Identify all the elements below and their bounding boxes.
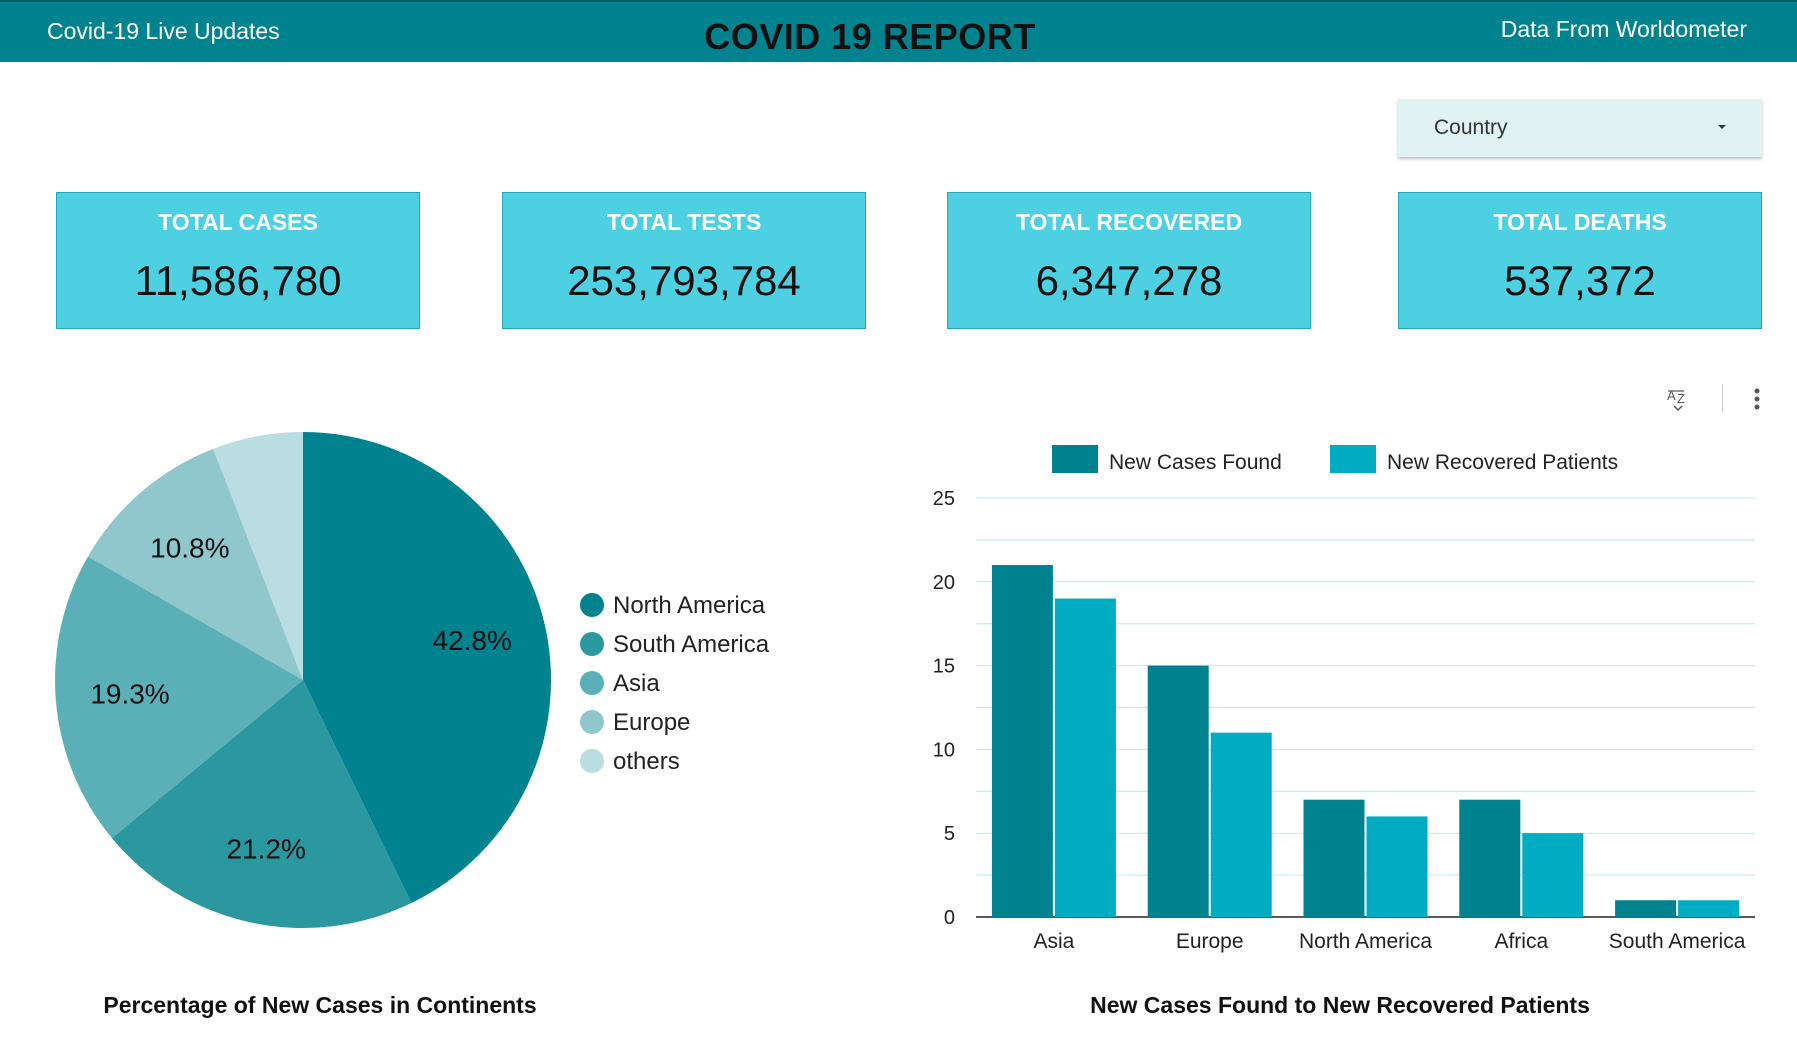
legend-swatch (580, 710, 604, 734)
kpi-value: 11,586,780 (134, 257, 342, 304)
kpi-title: TOTAL RECOVERED (1015, 209, 1243, 235)
y-tick-label: 20 (933, 572, 955, 594)
bar-chart-caption: New Cases Found to New Recovered Patient… (1090, 992, 1590, 1018)
pie-slice-label: 19.3% (90, 679, 169, 710)
bar-new-recovered[interactable] (1522, 833, 1584, 917)
page-title: COVID 19 REPORT (704, 16, 1036, 57)
pie-chart-caption: Percentage of New Cases in Continents (103, 992, 537, 1018)
legend-label: Asia (613, 670, 660, 697)
y-tick-label: 25 (933, 488, 955, 510)
legend-swatch (580, 593, 604, 617)
x-tick-label: South America (1609, 930, 1746, 953)
x-tick-label: Africa (1494, 930, 1548, 953)
legend-label: others (613, 748, 680, 775)
pie-slice-label: 10.8% (150, 532, 229, 563)
svg-text:A: A (1667, 388, 1676, 403)
legend-label: North America (613, 592, 766, 619)
legend-swatch (580, 632, 604, 656)
legend-swatch (1330, 445, 1376, 473)
kpi-title: TOTAL CASES (158, 209, 318, 235)
header-bar: Covid-19 Live Updates COVID 19 REPORT Da… (0, 0, 1797, 62)
bar-new-recovered[interactable] (1054, 598, 1116, 917)
bar-new-recovered[interactable] (1210, 732, 1272, 917)
app-title: Covid-19 Live Updates (47, 18, 280, 44)
kpi-value: 253,793,784 (567, 257, 801, 304)
legend-label: South America (613, 631, 770, 658)
pie-slice[interactable] (111, 680, 412, 928)
toolbar-divider (1722, 384, 1723, 412)
country-filter-dropdown[interactable]: Country (1398, 99, 1762, 157)
pie-slice-label: 42.8% (432, 625, 511, 656)
bar-new-cases[interactable] (1459, 799, 1521, 917)
legend-swatch (580, 671, 604, 695)
data-source-label: Data From Worldometer (1500, 16, 1747, 42)
bar-new-cases[interactable] (1147, 665, 1209, 917)
pie-slice-label: 21.2% (226, 834, 305, 865)
x-tick-label: North America (1299, 930, 1432, 953)
bar-new-cases[interactable] (1615, 900, 1677, 917)
kpi-total-tests: TOTAL TESTS 253,793,784 (502, 192, 866, 329)
kpi-title: TOTAL DEATHS (1493, 209, 1667, 235)
y-tick-label: 10 (933, 739, 955, 761)
kpi-value: 537,372 (1504, 257, 1656, 304)
pie-slice[interactable] (54, 556, 303, 839)
pie-chart: 42.8% 21.2% 19.3% 10.8% North America South … (54, 432, 770, 928)
kpi-total-cases: TOTAL CASES 11,586,780 (56, 192, 420, 329)
x-tick-label: Europe (1176, 930, 1244, 953)
country-filter-label: Country (1434, 116, 1508, 139)
y-tick-label: 15 (933, 656, 955, 678)
y-tick-label: 0 (944, 907, 955, 929)
more-vert-icon[interactable] (1751, 386, 1763, 417)
x-tick-label: Asia (1033, 930, 1074, 953)
kpi-total-recovered: TOTAL RECOVERED 6,347,278 (947, 192, 1311, 329)
svg-text:Z: Z (1677, 391, 1685, 406)
kpi-title: TOTAL TESTS (606, 209, 762, 235)
legend-label: New Cases Found (1109, 451, 1282, 474)
pie-slice[interactable] (213, 432, 303, 680)
legend-label: Europe (613, 709, 690, 736)
bar-new-recovered[interactable] (1366, 816, 1428, 917)
legend-swatch (1052, 445, 1098, 473)
chevron-down-icon (1718, 125, 1726, 129)
bar-new-recovered[interactable] (1678, 900, 1740, 917)
sort-az-icon[interactable]: A Z (1664, 384, 1692, 417)
legend-label: New Recovered Patients (1387, 451, 1618, 474)
pie-slice[interactable] (303, 432, 551, 904)
bar-chart: New Cases Found New Recovered Patients 0 5… (933, 445, 1755, 953)
pie-slice[interactable] (87, 448, 304, 680)
bar-new-cases[interactable] (1303, 799, 1365, 917)
kpi-total-deaths: TOTAL DEATHS 537,372 (1398, 192, 1762, 329)
bar-new-cases[interactable] (991, 565, 1053, 917)
kpi-value: 6,347,278 (1035, 257, 1223, 304)
legend-swatch (580, 749, 604, 773)
y-tick-label: 5 (944, 823, 955, 845)
